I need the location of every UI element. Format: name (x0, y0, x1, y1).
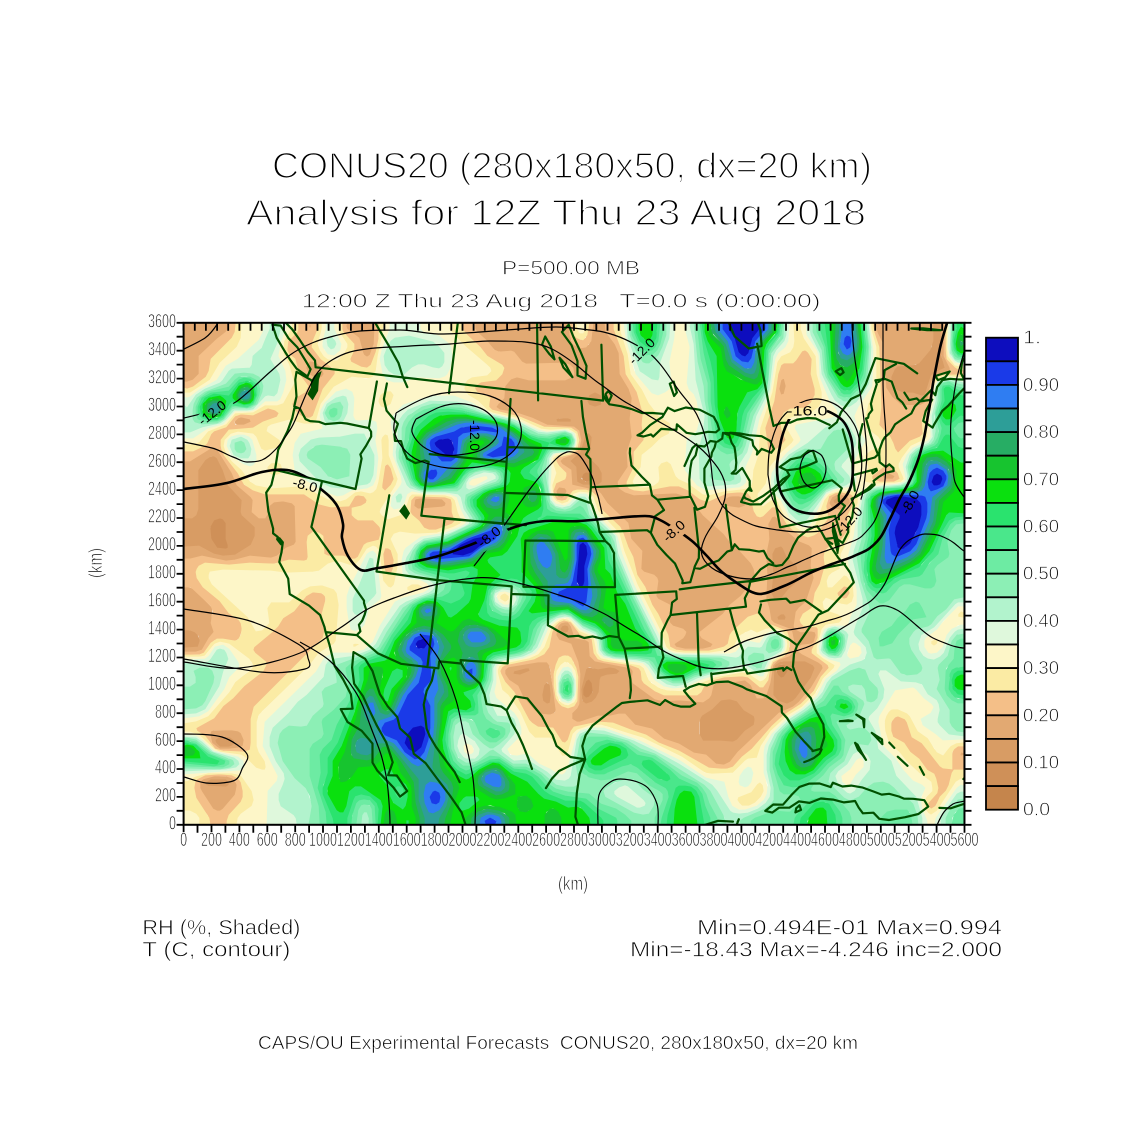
svg-text:0.0: 0.0 (1023, 800, 1050, 820)
svg-text:800: 800 (155, 702, 176, 723)
svg-text:3200: 3200 (148, 367, 176, 388)
svg-text:400: 400 (155, 758, 176, 779)
svg-text:200: 200 (155, 786, 176, 807)
svg-text:0.60: 0.60 (1023, 517, 1059, 537)
svg-text:1400: 1400 (365, 830, 393, 851)
svg-text:CAPS/OU Experimental Forecasts: CAPS/OU Experimental Forecasts CONUS20, … (258, 1033, 858, 1053)
svg-text:4200: 4200 (755, 830, 783, 851)
svg-text:2800: 2800 (560, 830, 588, 851)
svg-text:1000: 1000 (148, 674, 176, 695)
svg-text:0.10: 0.10 (1023, 753, 1059, 773)
svg-text:3600: 3600 (148, 312, 176, 333)
svg-text:(km): (km) (558, 874, 588, 895)
svg-text:0.20: 0.20 (1023, 705, 1059, 725)
svg-text:0.30: 0.30 (1023, 658, 1059, 678)
svg-text:3000: 3000 (148, 395, 176, 416)
svg-text:5400: 5400 (923, 830, 951, 851)
svg-text:(km): (km) (86, 548, 107, 578)
svg-text:2200: 2200 (148, 507, 176, 528)
svg-text:0.70: 0.70 (1023, 469, 1059, 489)
svg-text:200: 200 (201, 830, 222, 851)
svg-text:4800: 4800 (839, 830, 867, 851)
svg-text:0: 0 (169, 814, 176, 835)
svg-text:2600: 2600 (532, 830, 560, 851)
svg-text:400: 400 (229, 830, 250, 851)
svg-text:RH (%, Shaded): RH (%, Shaded) (142, 915, 300, 939)
svg-text:1600: 1600 (148, 590, 176, 611)
svg-text:3600: 3600 (672, 830, 700, 851)
svg-text:1200: 1200 (148, 646, 176, 667)
svg-text:0: 0 (180, 830, 187, 851)
svg-text:1.: 1. (1023, 328, 1041, 348)
svg-text:3200: 3200 (616, 830, 644, 851)
svg-text:0.40: 0.40 (1023, 611, 1059, 631)
svg-text:800: 800 (285, 830, 306, 851)
svg-text:5600: 5600 (951, 830, 979, 851)
svg-text:1200: 1200 (337, 830, 365, 851)
svg-text:2400: 2400 (504, 830, 532, 851)
svg-text:P=500.00 MB: P=500.00 MB (502, 258, 640, 280)
svg-text:2400: 2400 (148, 479, 176, 500)
svg-text:2000: 2000 (148, 535, 176, 556)
svg-text:600: 600 (155, 730, 176, 751)
svg-text:3400: 3400 (644, 830, 672, 851)
svg-text:-12.0: -12.0 (467, 420, 482, 451)
svg-text:3400: 3400 (148, 339, 176, 360)
svg-text:5200: 5200 (895, 830, 923, 851)
svg-text:2800: 2800 (148, 423, 176, 444)
svg-text:2600: 2600 (148, 451, 176, 472)
svg-text:Analysis for 12Z Thu 23 Aug 20: Analysis for 12Z Thu 23 Aug 2018 (246, 192, 866, 233)
svg-text:4000: 4000 (727, 830, 755, 851)
svg-text:2200: 2200 (476, 830, 504, 851)
svg-text:1400: 1400 (148, 618, 176, 639)
svg-text:-16.0: -16.0 (787, 404, 828, 419)
svg-text:1800: 1800 (148, 563, 176, 584)
svg-text:5000: 5000 (867, 830, 895, 851)
svg-text:4400: 4400 (783, 830, 811, 851)
svg-text:1600: 1600 (393, 830, 421, 851)
svg-text:1000: 1000 (309, 830, 337, 851)
svg-text:0.90: 0.90 (1023, 375, 1059, 395)
svg-text:3000: 3000 (588, 830, 616, 851)
svg-text:600: 600 (257, 830, 278, 851)
svg-text:T (C, contour): T (C, contour) (142, 937, 290, 961)
svg-text:Min=-18.43 Max=-4.246 inc=2.00: Min=-18.43 Max=-4.246 inc=2.000 (630, 937, 1002, 961)
svg-text:2000: 2000 (449, 830, 477, 851)
svg-text:0.80: 0.80 (1023, 422, 1059, 442)
svg-text:1800: 1800 (421, 830, 449, 851)
svg-text:-8.0: -8.0 (291, 475, 319, 496)
svg-text:3800: 3800 (700, 830, 728, 851)
svg-text:CONUS20 (280x180x50, dx=20 km): CONUS20 (280x180x50, dx=20 km) (272, 145, 872, 186)
svg-text:4600: 4600 (811, 830, 839, 851)
svg-text:Min=0.494E-01 Max=0.994: Min=0.494E-01 Max=0.994 (697, 915, 1002, 939)
svg-text:12:00 Z Thu 23 Aug 2018 T=0.: 12:00 Z Thu 23 Aug 2018 T=0.0 s (0:00:00… (302, 291, 821, 313)
svg-text:0.50: 0.50 (1023, 564, 1059, 584)
